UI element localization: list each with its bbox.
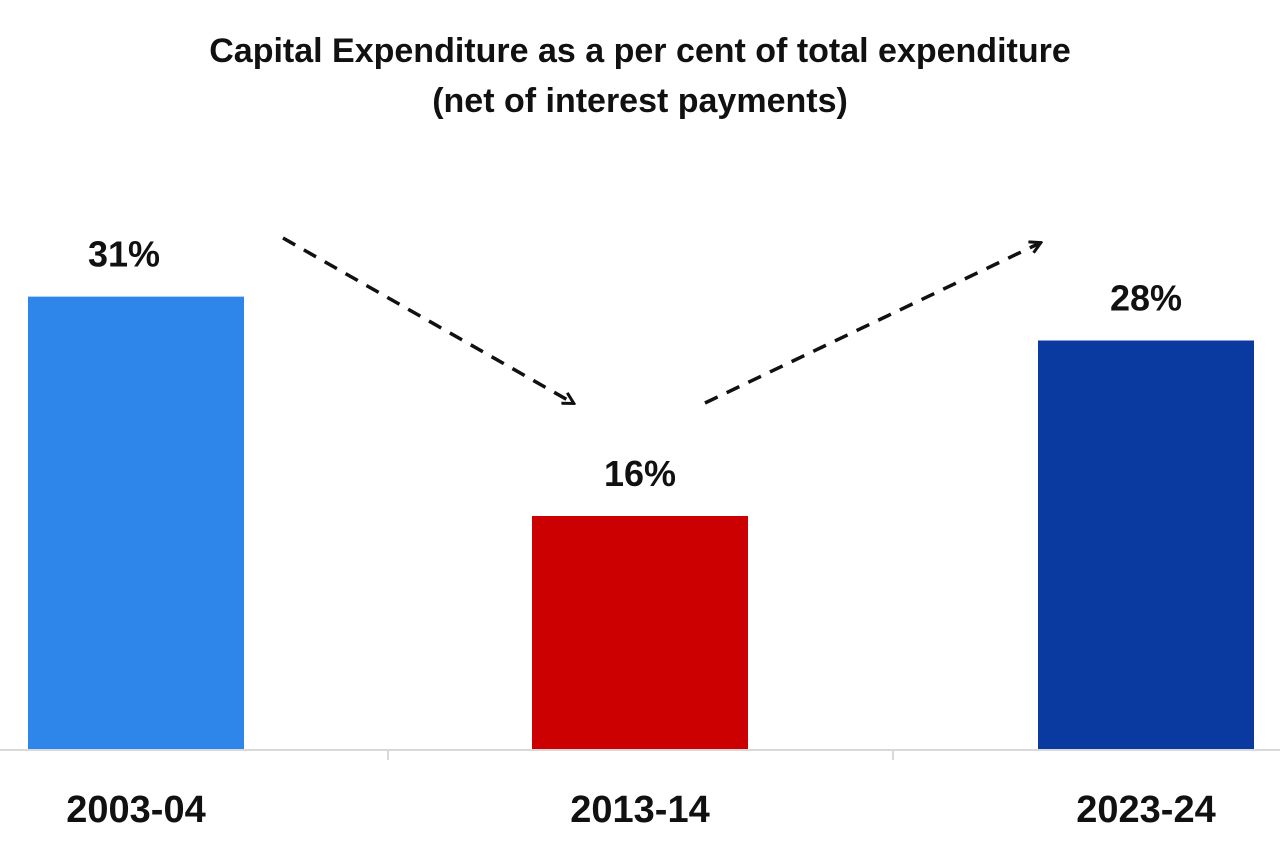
chart-title-line-1: Capital Expenditure as a per cent of tot… xyxy=(209,32,1071,70)
value-label-2013-14: 16% xyxy=(604,453,676,494)
dashed-arrow-up xyxy=(704,243,1040,405)
value-label-2003-04: 31% xyxy=(88,234,160,275)
category-label-2013-14: 2013-14 xyxy=(570,789,709,831)
category-label-2023-24: 2023-24 xyxy=(1076,789,1215,831)
bar-2013-14 xyxy=(532,516,748,750)
category-label-2003-04: 2003-04 xyxy=(66,789,205,831)
chart-title-line-2: (net of interest payments) xyxy=(432,82,848,120)
value-labels-layer: 31% 16% 28% xyxy=(88,234,1182,494)
dashed-arrow-down xyxy=(282,236,573,403)
value-label-2023-24: 28% xyxy=(1110,278,1182,319)
category-labels-layer: 2003-04 2013-14 2023-24 xyxy=(66,789,1215,831)
bars-layer xyxy=(28,296,1254,750)
bar-2023-24 xyxy=(1038,340,1254,750)
bar-2003-04 xyxy=(28,296,244,750)
